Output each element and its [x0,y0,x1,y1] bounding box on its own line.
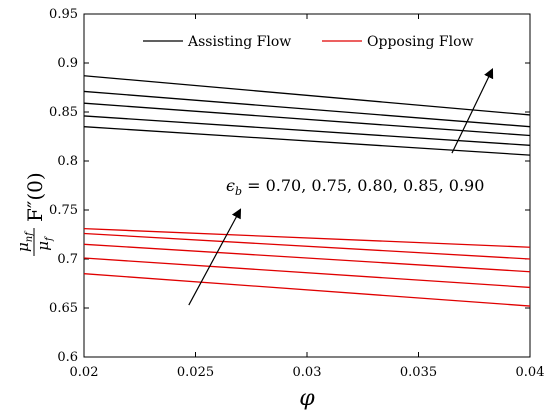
assisting-flow-line-4 [83,115,531,146]
annotation-text: ϵb = 0.70, 0.75, 0.80, 0.85, 0.90 [226,176,484,198]
y-tick-label: 0.65 [49,301,78,316]
opposing-flow-line-4 [83,257,531,289]
y-tick-label: 0.95 [49,7,78,22]
x-axis-title: φ [299,386,315,411]
plot-area [83,13,531,358]
legend-label-opposing: Opposing Flow [367,34,474,50]
assisting-flow-line-5 [83,126,531,156]
x-tick-label: 0.035 [400,365,437,380]
annotation-arrows [188,68,494,306]
legend-label-assisting: Assisting Flow [187,34,291,50]
annotation-values: = 0.70, 0.75, 0.80, 0.85, 0.90 [242,176,484,195]
y-axis-title: μnf μf F″(0) [14,172,55,256]
annotation-symbol: ϵ [226,176,235,195]
y-tick-label: 0.85 [49,105,78,120]
y-axis-title-rest: F″(0) [23,172,47,222]
y-tick-label: 0.8 [57,154,78,169]
opposing-flow-line-2 [83,232,531,260]
opposing-flow-line-5 [83,273,531,307]
assisting-flow-line-3 [83,102,531,137]
y-tick-label: 0.6 [57,350,78,365]
x-tick-label: 0.04 [516,365,545,380]
assisting-flow-line-1 [83,75,531,116]
x-tick-label: 0.025 [177,365,214,380]
y-tick-label: 0.7 [57,252,78,267]
y-axis-title-numerator: μnf [14,230,35,252]
y-tick-label: 0.75 [49,203,78,218]
y-tick-label: 0.9 [57,56,78,71]
annotation-arrow-1 [451,68,494,154]
annotation-arrow-2 [188,208,242,306]
legend: Assisting Flow Opposing Flow [143,34,474,50]
x-tick-label: 0.03 [293,365,322,380]
opposing-flow-line-3 [83,243,531,273]
assisting-flow-line-2 [83,90,531,128]
opposing-flow-line-1 [83,227,531,248]
axis-ticks: 0.02 0.025 0.03 0.035 0.04 0.6 0.65 0.7 0.75 0.8 0… [49,7,544,380]
x-tick-label: 0.02 [70,365,99,380]
series-layer [83,75,531,307]
y-axis-title-denominator: μf [34,235,55,251]
annotation-subscript: b [235,185,242,198]
